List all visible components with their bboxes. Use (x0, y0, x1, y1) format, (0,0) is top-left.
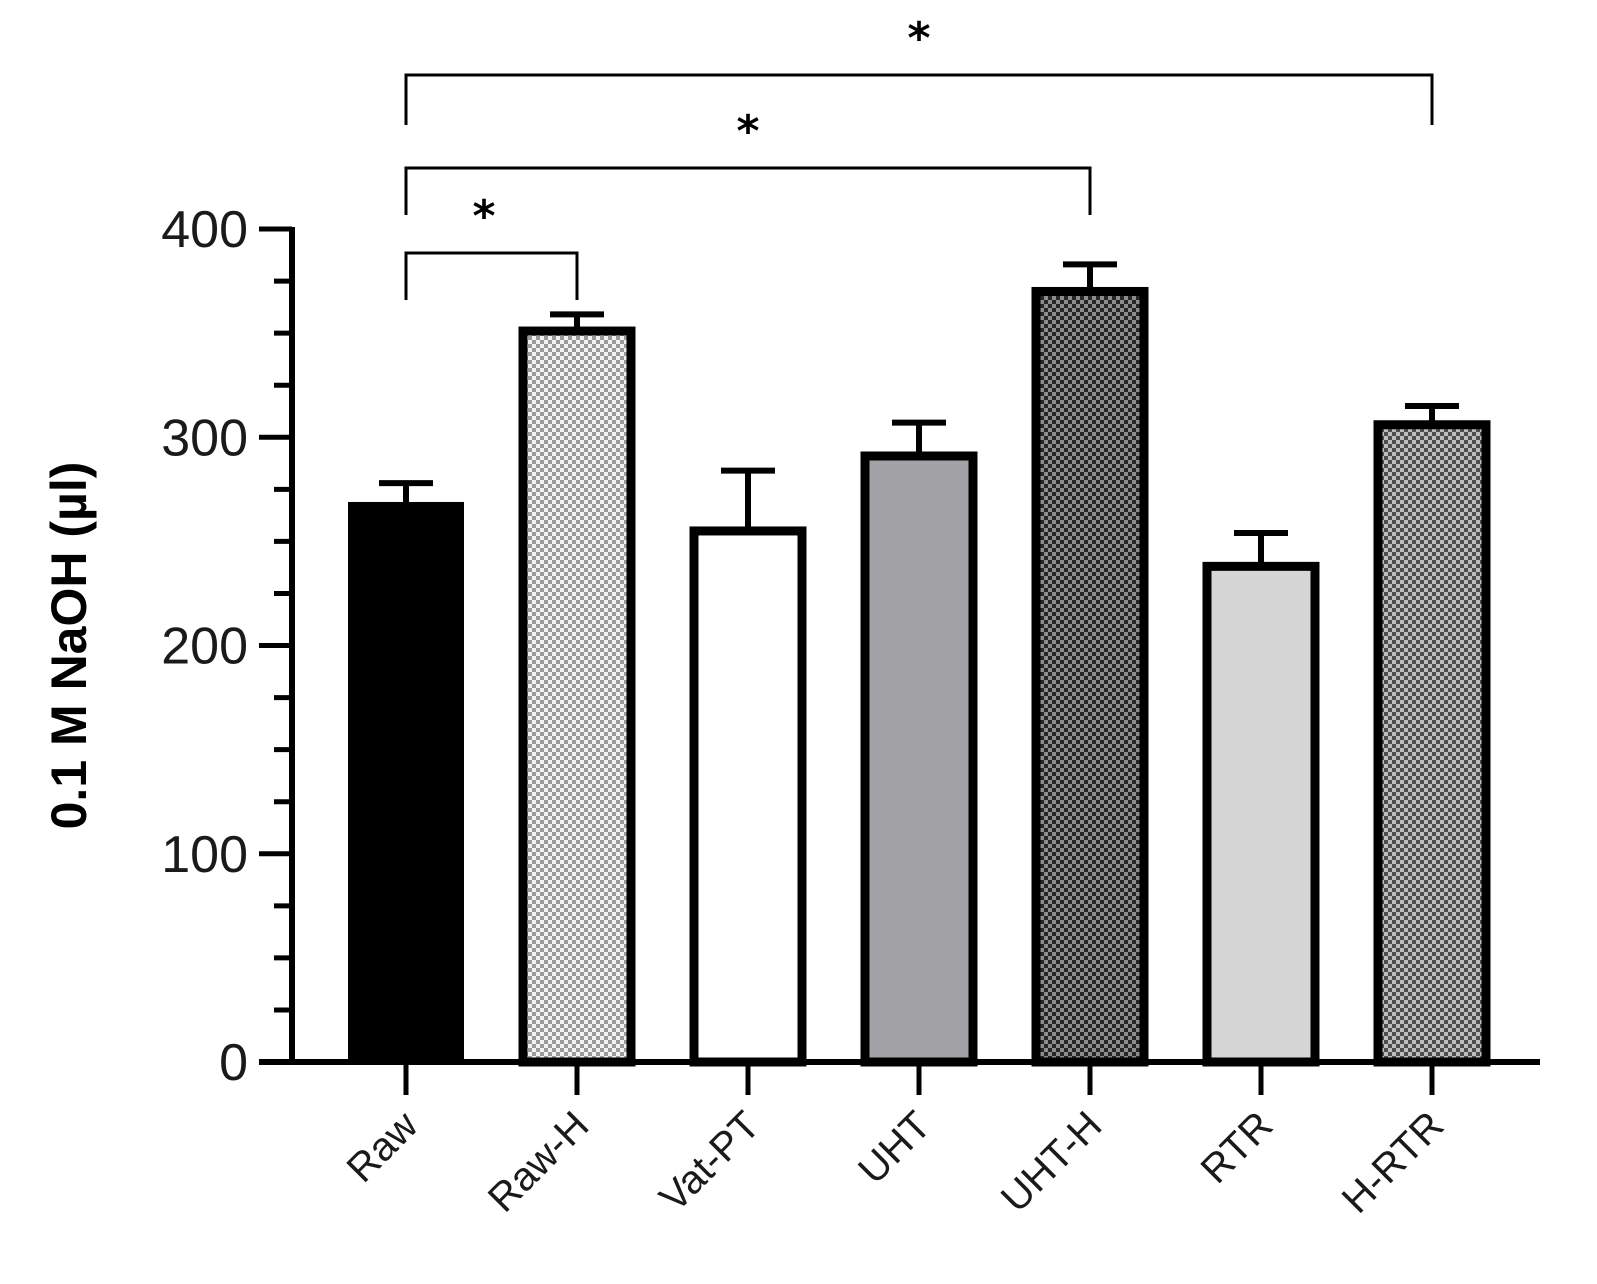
x-tick-label: UHT-H (993, 1103, 1111, 1221)
y-tick-label: 100 (161, 826, 248, 884)
bar (689, 526, 807, 1067)
significance-bracket (404, 251, 579, 300)
x-tick-label: Vat-PT (651, 1103, 768, 1220)
bar (518, 326, 636, 1067)
x-tick-label: RTR (1193, 1103, 1282, 1192)
x-tick-label: Raw (339, 1103, 427, 1191)
y-tick-label: 400 (161, 201, 248, 259)
bar (860, 451, 978, 1067)
x-tick-label: H-RTR (1334, 1103, 1453, 1222)
significance-bracket (404, 166, 1092, 215)
significance-star: * (907, 13, 930, 64)
significance-star: * (736, 106, 759, 157)
y-tick-label: 300 (161, 409, 248, 467)
y-axis-label: 0.1 M NaOH (µl) (41, 462, 97, 830)
x-tick-label: Raw-H (480, 1103, 598, 1221)
bars (348, 286, 1491, 1067)
x-tick-label: UHT (850, 1103, 939, 1192)
bar (1373, 420, 1491, 1067)
bar (1031, 286, 1149, 1067)
axes (259, 226, 1540, 1095)
significance-bracket (404, 73, 1434, 125)
y-tick-label: 200 (161, 618, 248, 676)
y-tick-label: 0 (219, 1034, 248, 1092)
significance-brackets: * * * (404, 13, 1434, 300)
bar (1202, 561, 1320, 1067)
bar (348, 501, 464, 1062)
significance-star: * (472, 191, 495, 242)
error-bars (379, 261, 1459, 567)
